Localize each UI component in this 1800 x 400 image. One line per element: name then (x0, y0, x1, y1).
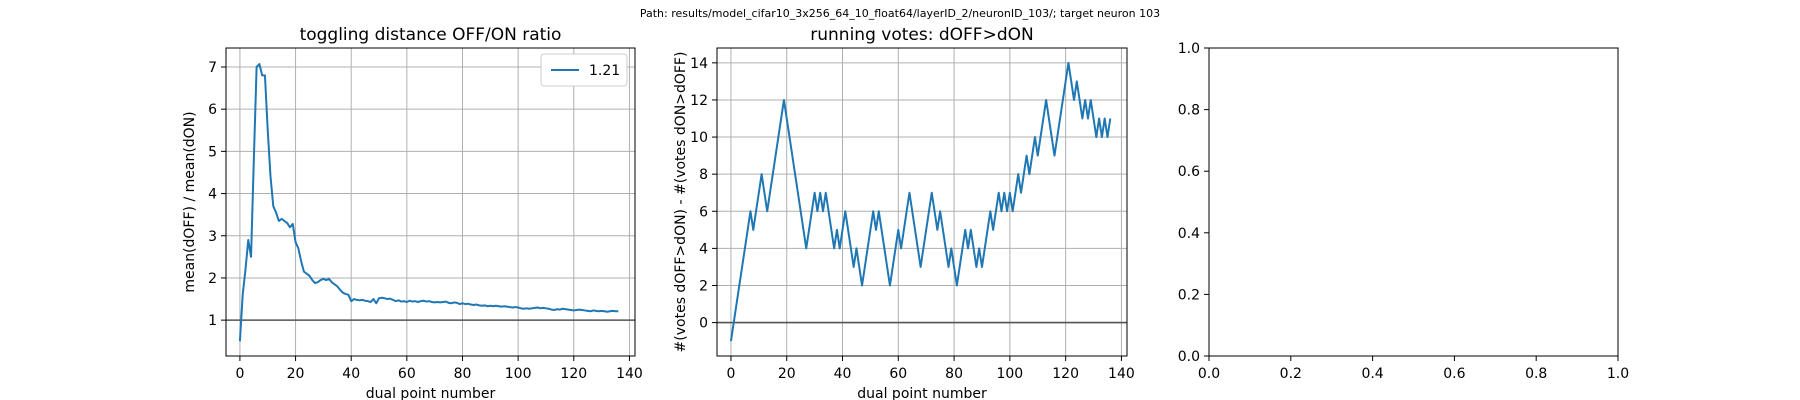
x-tick-label: 0 (726, 366, 735, 382)
y-tick-label: 6 (699, 204, 708, 220)
x-tick-label: 0.4 (1361, 366, 1383, 382)
y-tick-label: 0.0 (1178, 349, 1200, 365)
y-tick-label: 0.6 (1178, 164, 1200, 180)
x-tick-label: 140 (616, 366, 643, 382)
empty-plot-panel: 0.0 0.2 0.4 0.6 0.8 1.0 0.0 0.2 0.4 0.6 0.8 1.0 (1178, 41, 1629, 382)
x-tick-label: 20 (778, 366, 796, 382)
x-tick-label: 0.0 (1198, 366, 1220, 382)
axes-frame (716, 47, 1128, 357)
x-tick-label: 80 (454, 366, 472, 382)
axes-frame (1208, 47, 1619, 357)
y-tick-label: 2 (208, 271, 217, 287)
axes-frame (225, 47, 636, 357)
y-tick-label: 14 (690, 56, 708, 72)
y-tick-label: 3 (208, 229, 217, 245)
y-tick-label: 4 (699, 241, 708, 257)
x-tick-label: 40 (834, 366, 852, 382)
plot-title: toggling distance OFF/ON ratio (300, 25, 562, 45)
x-tick-label: 0.2 (1280, 366, 1302, 382)
series-line (729, 61, 1112, 342)
x-tick-label: 1.0 (1607, 366, 1629, 382)
x-tick-label: 20 (287, 366, 305, 382)
y-tick-label: 12 (690, 93, 708, 109)
x-tick-label: 100 (996, 366, 1023, 382)
x-tick-label: 120 (1052, 366, 1079, 382)
x-tick-label: 80 (945, 366, 963, 382)
x-tick-label: 0.8 (1525, 366, 1547, 382)
x-tick-label: 140 (1108, 366, 1135, 382)
votes-plot-panel: 0 20 40 60 80 100 120 140 0 2 4 6 8 10 12 14 running vot… (673, 25, 1135, 400)
y-tick-label: 7 (208, 60, 217, 76)
figure-suptitle: Path: results/model_cifar10_3x256_64_10_… (640, 7, 1160, 20)
x-tick-label: 60 (889, 366, 907, 382)
y-tick-label: 2 (699, 278, 708, 294)
y-tick-label: 10 (690, 130, 708, 146)
y-tick-label: 0 (699, 316, 708, 332)
x-axis-label: dual point number (857, 386, 987, 400)
x-tick-label: 0.6 (1443, 366, 1465, 382)
plot-title: running votes: dOFF>dON (810, 25, 1033, 45)
legend: 1.21 (540, 53, 628, 87)
x-tick-label: 40 (342, 366, 360, 382)
y-tick-label: 1 (208, 313, 217, 329)
y-axis-label: #(votes dOFF>dON) - #(votes dON>dOFF) (673, 52, 689, 353)
y-tick-label: 0.8 (1178, 103, 1200, 119)
y-axis-label: mean(dOFF) / mean(dON) (182, 111, 198, 292)
y-tick-label: 0.2 (1178, 287, 1200, 303)
y-tick-label: 0.4 (1178, 226, 1200, 242)
legend-label: 1.21 (589, 63, 620, 79)
series-line (238, 63, 619, 342)
x-tick-label: 0 (235, 366, 244, 382)
x-tick-label: 60 (398, 366, 416, 382)
x-axis-label: dual point number (366, 386, 496, 400)
legend-box (540, 53, 628, 87)
y-tick-label: 4 (208, 187, 217, 203)
y-tick-label: 6 (208, 102, 217, 118)
ratio-plot-panel: 0 20 40 60 80 100 120 140 1 2 3 4 5 6 7 toggling distan… (182, 25, 643, 400)
y-tick-label: 8 (699, 167, 708, 183)
y-tick-label: 1.0 (1178, 41, 1200, 57)
y-tick-label: 5 (208, 144, 217, 160)
x-tick-label: 100 (505, 366, 532, 382)
x-tick-label: 120 (560, 366, 587, 382)
